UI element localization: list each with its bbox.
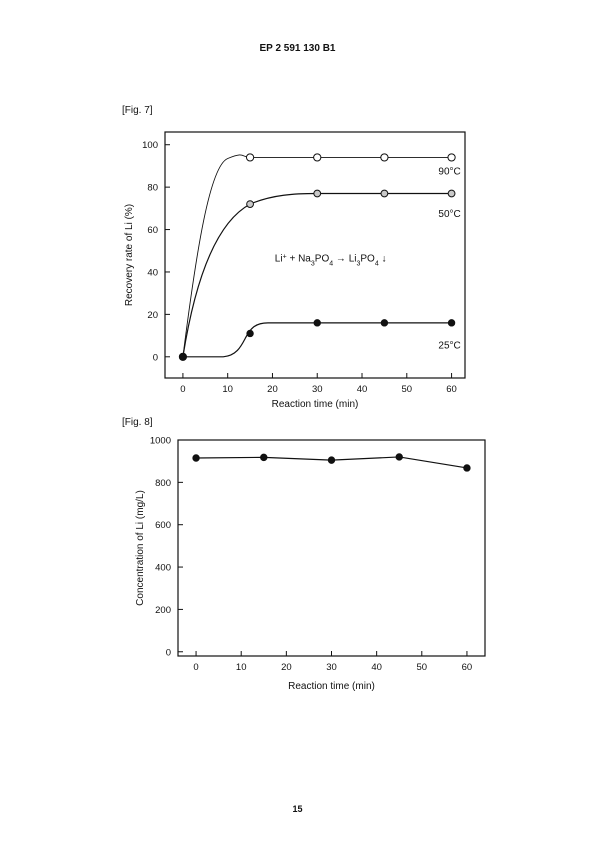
patent-number-header: EP 2 591 130 B1	[259, 43, 336, 54]
series-line	[182, 154, 452, 357]
x-tick-label: 60	[462, 662, 473, 673]
fig8-label: [Fig. 8]	[122, 417, 153, 428]
fig7-label: [Fig. 7]	[122, 105, 153, 116]
y-tick-label: 40	[147, 267, 158, 278]
data-point	[313, 189, 322, 198]
y-tick-label: 0	[153, 352, 158, 363]
y-axis-label: Recovery rate of Li (%)	[124, 204, 135, 306]
x-axis-label: Reaction time (min)	[288, 681, 375, 692]
data-point	[380, 319, 389, 327]
x-tick-label: 30	[312, 384, 323, 395]
data-point	[447, 153, 456, 162]
page-number: 15	[292, 804, 303, 814]
x-tick-label: 20	[281, 662, 292, 673]
series-label: 90°C	[438, 166, 460, 177]
chart-7: 0 10 20 30 40 50 60 0 20 40 60 80 100 Reaction time (…	[124, 131, 466, 410]
data-point	[313, 319, 321, 327]
data-point	[192, 454, 200, 462]
x-tick-label: 0	[193, 662, 198, 673]
data-point	[313, 153, 322, 162]
data-point	[246, 329, 254, 338]
data-point	[245, 153, 255, 162]
data-point	[380, 189, 389, 198]
data-point	[327, 456, 336, 464]
series-label: 25°C	[438, 340, 460, 351]
y-tick-label: 1000	[150, 436, 171, 447]
y-tick-label: 0	[166, 647, 171, 658]
y-tick-label: 20	[147, 310, 158, 321]
plot-frame	[177, 439, 486, 657]
x-tick-label: 30	[326, 662, 337, 673]
data-point	[246, 200, 254, 209]
x-tick-label: 60	[446, 384, 457, 395]
y-tick-label: 60	[147, 225, 158, 236]
y-tick-label: 600	[155, 520, 171, 531]
x-tick-label: 10	[222, 384, 233, 395]
x-tick-label: 0	[180, 384, 185, 395]
x-tick-label: 20	[267, 384, 278, 395]
y-axis-label: Concentration of Li (mg/L)	[135, 490, 146, 606]
x-tick-label: 50	[417, 662, 428, 673]
data-point	[395, 453, 403, 461]
y-tick-label: 80	[147, 183, 158, 194]
x-tick-label: 40	[371, 662, 382, 673]
data-point	[179, 353, 187, 361]
y-tick-label: 100	[142, 140, 158, 151]
x-tick-label: 50	[402, 384, 413, 395]
data-point	[463, 464, 471, 472]
x-tick-label: 10	[236, 662, 247, 673]
y-tick-label: 800	[155, 478, 171, 489]
series-line	[182, 322, 452, 358]
plot-frame	[164, 131, 466, 379]
data-point	[447, 189, 456, 198]
data-point	[380, 153, 389, 162]
series-label: 50°C	[438, 209, 460, 220]
x-axis-label: Reaction time (min)	[272, 399, 359, 410]
data-point	[447, 319, 456, 327]
x-tick-label: 40	[357, 384, 368, 395]
series-line	[182, 192, 452, 357]
y-tick-label: 400	[155, 563, 171, 574]
data-point	[260, 453, 268, 462]
reaction-equation: Li+ + Na3PO4 → Li3PO4 ↓	[275, 253, 387, 267]
y-tick-label: 200	[155, 605, 171, 616]
